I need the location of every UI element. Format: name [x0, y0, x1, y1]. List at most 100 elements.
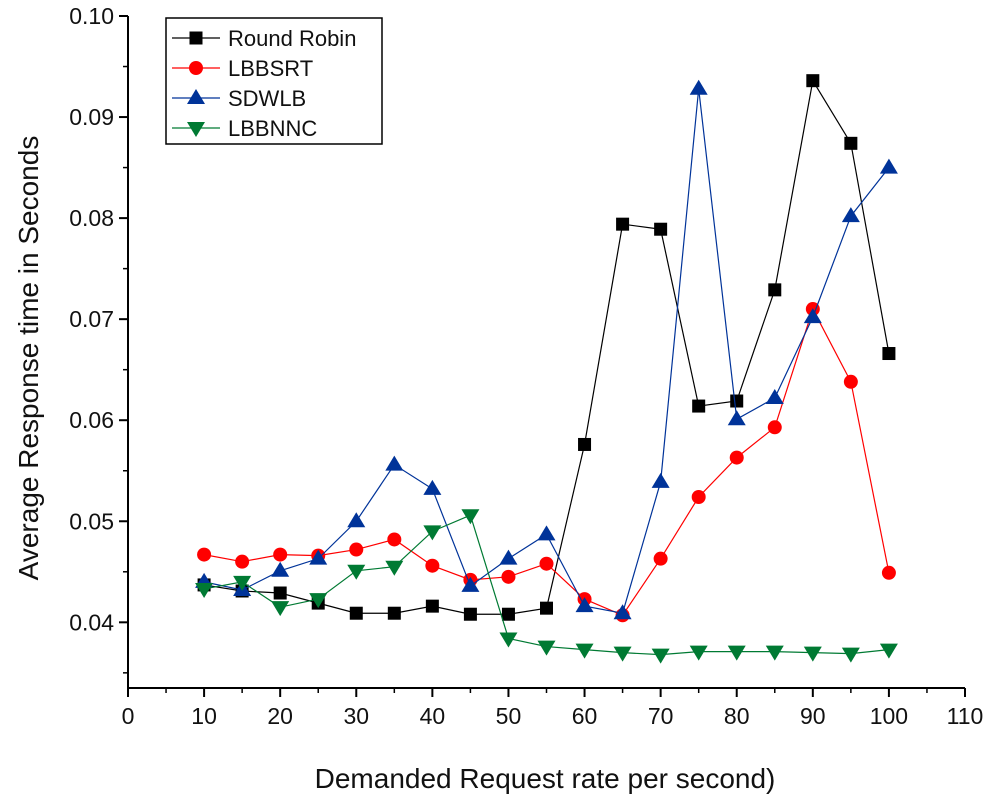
- data-point-round-robin: [387, 606, 401, 620]
- x-tick-label: 80: [724, 703, 750, 729]
- data-point-lbbsrt: [843, 374, 858, 389]
- x-tick-label: 20: [267, 703, 293, 729]
- data-point-round-robin: [273, 586, 287, 600]
- data-point-lbbnnc: [689, 645, 708, 661]
- y-tick-label: 0.04: [69, 609, 114, 635]
- data-point-sdwlb: [879, 158, 898, 174]
- series-lbbsrt: [197, 302, 896, 623]
- data-point-sdwlb: [385, 455, 404, 471]
- data-point-lbbnnc: [841, 647, 860, 663]
- data-point-lbbnnc: [461, 509, 480, 525]
- data-point-lbbsrt: [387, 532, 402, 547]
- data-point-sdwlb: [309, 549, 328, 565]
- data-point-lbbnnc: [233, 575, 252, 591]
- data-point-lbbsrt: [349, 542, 364, 557]
- data-point-lbbsrt: [691, 490, 706, 505]
- x-axis-title: Demanded Request rate per second): [315, 763, 776, 794]
- x-tick-label: 50: [496, 703, 522, 729]
- data-point-lbbnnc: [879, 643, 898, 659]
- x-tick-label: 90: [800, 703, 826, 729]
- x-tick-label: 10: [191, 703, 217, 729]
- x-tick-label: 70: [648, 703, 674, 729]
- data-point-lbbnnc: [385, 560, 404, 576]
- data-point-lbbnnc: [575, 643, 594, 659]
- data-point-sdwlb: [727, 410, 746, 426]
- data-point-round-robin: [654, 222, 668, 236]
- x-tick-label: 30: [343, 703, 369, 729]
- data-point-sdwlb: [347, 512, 366, 528]
- data-point-sdwlb: [537, 525, 556, 541]
- y-tick-label: 0.09: [69, 104, 114, 130]
- legend-marker-lbbsrt: [189, 61, 203, 75]
- data-point-lbbnnc: [651, 648, 670, 664]
- data-point-lbbnnc: [613, 646, 632, 662]
- data-point-sdwlb: [575, 597, 594, 613]
- data-point-sdwlb: [765, 388, 784, 404]
- legend-marker-lbbnnc: [187, 122, 205, 137]
- data-point-lbbsrt: [273, 547, 288, 562]
- data-point-lbbsrt: [235, 554, 250, 569]
- data-point-lbbnnc: [803, 646, 822, 662]
- data-point-lbbsrt: [539, 556, 554, 571]
- data-point-sdwlb: [803, 308, 822, 324]
- data-point-round-robin: [578, 437, 592, 451]
- data-point-round-robin: [844, 136, 858, 150]
- data-point-lbbsrt: [729, 450, 744, 465]
- data-point-lbbsrt: [425, 558, 440, 573]
- plot-area: [195, 74, 898, 664]
- data-point-round-robin: [540, 601, 553, 615]
- data-point-lbbnnc: [271, 601, 290, 617]
- data-point-sdwlb: [271, 561, 290, 577]
- data-point-lbbsrt: [501, 569, 516, 584]
- y-tick-label: 0.07: [69, 306, 114, 332]
- data-point-round-robin: [768, 283, 782, 297]
- data-point-round-robin: [882, 347, 896, 361]
- y-tick-label: 0.08: [69, 205, 114, 231]
- data-point-sdwlb: [689, 79, 708, 95]
- data-point-sdwlb: [423, 479, 442, 495]
- axes: 0 10 20 30 40 50 60 70 80 90 100 110 0.04 0.05 0.06 0.0…: [69, 3, 983, 729]
- series-sdwlb: [195, 79, 898, 620]
- y-tick-label: 0.10: [69, 3, 114, 29]
- data-point-lbbnnc: [423, 525, 442, 541]
- data-point-lbbnnc: [765, 645, 784, 661]
- legend-label-lbbnnc: LBBNNC: [228, 116, 317, 141]
- data-point-sdwlb: [651, 472, 670, 488]
- legend-marker-round-robin: [189, 31, 203, 45]
- data-point-round-robin: [463, 607, 477, 621]
- data-point-sdwlb: [461, 576, 480, 592]
- data-point-lbbsrt: [197, 547, 212, 562]
- data-point-sdwlb: [613, 604, 632, 620]
- y-tick-label: 0.05: [69, 508, 114, 534]
- data-point-lbbsrt: [881, 565, 896, 580]
- data-point-round-robin: [349, 606, 363, 620]
- data-point-sdwlb: [499, 549, 518, 565]
- series-lbbnnc: [195, 509, 898, 664]
- series-round-robin: [197, 74, 896, 621]
- y-axis-title: Average Response time in Seconds: [13, 136, 44, 581]
- x-tick-label: 0: [122, 703, 135, 729]
- data-point-round-robin: [501, 607, 515, 621]
- data-point-sdwlb: [841, 207, 860, 223]
- data-point-round-robin: [616, 217, 630, 231]
- data-point-round-robin: [806, 74, 820, 88]
- x-tick-label: 110: [947, 703, 984, 729]
- data-point-lbbnnc: [309, 593, 328, 609]
- x-tick-label: 40: [420, 703, 446, 729]
- data-point-lbbsrt: [767, 420, 782, 435]
- legend-marker-sdwlb: [187, 89, 205, 104]
- data-point-lbbnnc: [499, 632, 518, 648]
- data-point-round-robin: [692, 399, 706, 413]
- data-point-lbbnnc: [537, 640, 556, 656]
- legend: Round Robin LBBSRT SDWLB LBBNNC: [165, 17, 383, 145]
- data-point-round-robin: [730, 394, 744, 408]
- data-point-round-robin: [425, 599, 439, 613]
- legend-label-round-robin: Round Robin: [228, 26, 356, 51]
- data-point-lbbsrt: [653, 551, 668, 566]
- data-point-lbbnnc: [195, 582, 214, 598]
- x-tick-label: 60: [572, 703, 598, 729]
- x-tick-label: 100: [870, 703, 908, 729]
- data-point-lbbnnc: [347, 564, 366, 580]
- y-tick-label: 0.06: [69, 407, 114, 433]
